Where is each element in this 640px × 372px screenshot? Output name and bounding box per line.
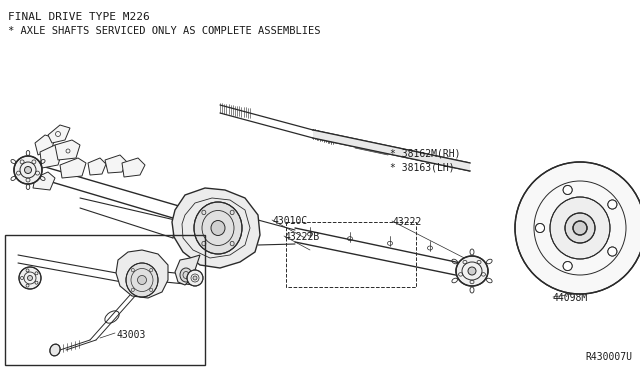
Polygon shape (33, 172, 55, 190)
Polygon shape (35, 135, 55, 155)
Text: 44098M: 44098M (553, 293, 588, 303)
Text: 43222: 43222 (393, 217, 422, 227)
Ellipse shape (563, 186, 572, 195)
Text: 43010C: 43010C (273, 216, 308, 226)
Polygon shape (105, 155, 127, 173)
Ellipse shape (24, 167, 31, 173)
Text: * 38162M(RH): * 38162M(RH) (390, 148, 461, 158)
Ellipse shape (14, 156, 42, 184)
Ellipse shape (194, 202, 242, 254)
Polygon shape (172, 188, 260, 268)
Text: 43222B: 43222B (285, 232, 320, 242)
Ellipse shape (608, 200, 617, 209)
Ellipse shape (468, 267, 476, 275)
Ellipse shape (550, 197, 610, 259)
Polygon shape (122, 158, 145, 177)
Text: 43003: 43003 (116, 330, 145, 340)
Bar (5, 235, 205, 365)
Ellipse shape (50, 344, 60, 356)
Ellipse shape (515, 162, 640, 294)
Ellipse shape (19, 267, 41, 289)
Ellipse shape (563, 262, 572, 270)
Ellipse shape (187, 270, 203, 286)
Text: R430007U: R430007U (585, 352, 632, 362)
Polygon shape (40, 145, 62, 168)
Ellipse shape (193, 276, 197, 280)
Ellipse shape (180, 268, 192, 282)
Text: * AXLE SHAFTS SERVICED ONLY AS COMPLETE ASSEMBLIES: * AXLE SHAFTS SERVICED ONLY AS COMPLETE … (8, 26, 321, 36)
Ellipse shape (608, 247, 617, 256)
Text: FINAL DRIVE TYPE M226: FINAL DRIVE TYPE M226 (8, 12, 150, 22)
Ellipse shape (28, 276, 33, 280)
Ellipse shape (573, 221, 587, 235)
Polygon shape (88, 158, 106, 175)
Ellipse shape (138, 276, 147, 285)
Text: 43207: 43207 (556, 174, 586, 184)
Ellipse shape (565, 213, 595, 243)
Polygon shape (60, 158, 86, 178)
Polygon shape (55, 140, 80, 160)
Polygon shape (116, 250, 168, 298)
Ellipse shape (126, 263, 158, 297)
Polygon shape (48, 125, 70, 143)
Polygon shape (313, 130, 470, 171)
Polygon shape (175, 255, 200, 285)
Ellipse shape (211, 221, 225, 235)
Ellipse shape (456, 256, 488, 286)
Ellipse shape (536, 224, 545, 232)
Text: * 38163(LH): * 38163(LH) (390, 162, 454, 172)
Bar (286, 222, 416, 287)
